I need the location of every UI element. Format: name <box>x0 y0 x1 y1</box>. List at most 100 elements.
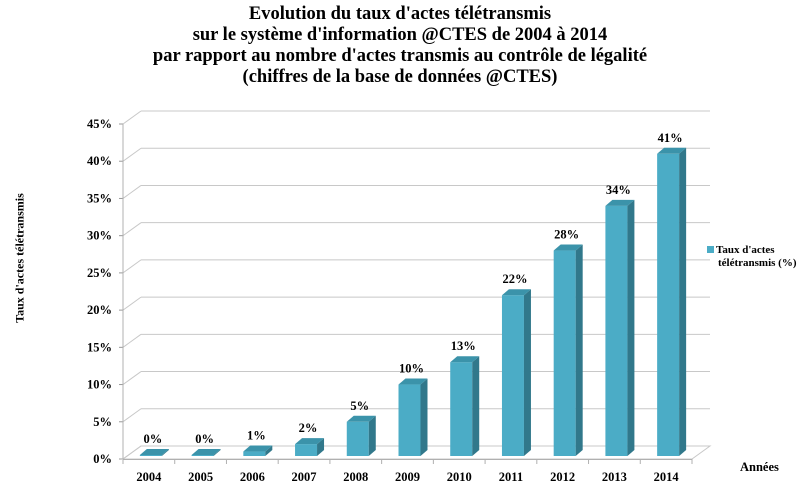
x-tick-label: 2010 <box>447 470 472 484</box>
x-tick-label: 2013 <box>602 470 627 484</box>
data-label: 28% <box>554 228 579 242</box>
bar-front <box>657 153 680 456</box>
bar-front <box>605 205 628 456</box>
chart-title-line-2: sur le système d'information @CTES de 20… <box>192 25 608 45</box>
x-tick-label: 2011 <box>499 470 523 484</box>
gridline-side <box>122 408 142 423</box>
data-labels: 0% 0% 1% 2% 5% 10% 13% 22% 28% 34% 41% <box>143 131 682 446</box>
legend-label-line-1: Taux d'actes <box>716 244 775 256</box>
legend-entry: Taux d'actes <box>707 244 797 257</box>
bar-side <box>161 449 169 456</box>
bar <box>191 449 221 456</box>
bar <box>139 449 169 456</box>
data-label: 22% <box>502 272 527 286</box>
bar-side <box>265 445 273 456</box>
bar-top <box>346 415 376 422</box>
y-tick-label: 45% <box>87 117 112 131</box>
data-label: 10% <box>399 362 424 376</box>
x-tick-label: 2008 <box>343 470 368 484</box>
gridline-side <box>122 185 142 199</box>
bar-front <box>553 250 576 456</box>
bar-top <box>501 289 531 296</box>
bar-top <box>139 449 169 455</box>
bar-top <box>657 147 687 154</box>
x-axis-label: Années <box>740 460 779 474</box>
bar-front <box>243 451 266 456</box>
x-tick-labels: 2004 2005 2006 2007 2008 2009 2010 2011 2012 2013… <box>136 470 679 484</box>
bar-top <box>553 244 583 251</box>
x-tick-label: 2006 <box>240 470 265 484</box>
y-tick-labels: 0% 5% 10% 15% 20% 25% 30% 35% 40% 45% <box>87 117 112 466</box>
y-tick-label: 35% <box>87 191 112 205</box>
bar <box>501 289 531 456</box>
bar-top <box>191 449 221 455</box>
bar-top <box>295 438 325 445</box>
data-label: 2% <box>299 421 318 435</box>
bar-side <box>420 378 428 456</box>
bar-front <box>295 444 318 456</box>
gridline-side <box>122 110 142 125</box>
x-tick-label: 2005 <box>188 470 213 484</box>
bar <box>295 438 325 456</box>
x-tick-label: 2012 <box>550 470 575 484</box>
bar <box>553 244 583 456</box>
data-label: 13% <box>451 339 476 353</box>
y-tick-label: 40% <box>87 154 112 168</box>
gridline-side <box>122 259 142 274</box>
bar <box>346 415 376 456</box>
data-label: 41% <box>658 131 683 145</box>
bar <box>605 199 635 456</box>
bar-side <box>679 147 687 456</box>
legend: Taux d'actes télétransmis (%) <box>707 244 797 270</box>
x-tick-label: 2004 <box>136 470 162 484</box>
bar-side <box>368 415 376 456</box>
bar-top <box>450 356 480 363</box>
chart-title: Evolution du taux d'actes télétransmis s… <box>100 4 700 88</box>
y-tick-label: 20% <box>87 303 112 317</box>
bar <box>450 356 480 456</box>
y-tick-label: 30% <box>87 229 112 243</box>
gridline-side <box>122 147 142 162</box>
data-label: 1% <box>247 429 266 443</box>
data-label: 34% <box>606 183 631 197</box>
x-tick-label: 2007 <box>292 470 317 484</box>
gridline-side <box>122 222 142 237</box>
bar-front <box>501 295 524 456</box>
y-tick-label: 5% <box>93 415 112 429</box>
gridline-side <box>122 371 142 385</box>
y-tick-label: 25% <box>87 266 112 280</box>
bars <box>139 147 687 456</box>
bar <box>657 147 687 456</box>
gridline-side <box>122 296 142 311</box>
x-tick-label: 2014 <box>654 470 680 484</box>
data-label: 5% <box>350 399 369 413</box>
bar-front <box>450 362 473 456</box>
bar-top <box>605 199 635 206</box>
y-tick-label: 15% <box>87 340 112 354</box>
legend-swatch <box>707 246 714 253</box>
y-tick-label: 10% <box>87 378 112 392</box>
gridline-side <box>122 333 142 348</box>
data-label: 0% <box>143 432 162 446</box>
bar-top <box>243 445 273 452</box>
bar-side <box>575 244 583 456</box>
bar-front <box>191 455 214 456</box>
bar <box>398 378 428 456</box>
chart-title-line-3: par rapport au nombre d'actes transmis a… <box>152 46 648 66</box>
chart-title-line-1: Evolution du taux d'actes télétransmis <box>248 4 552 24</box>
data-label: 0% <box>195 432 214 446</box>
bar-front <box>346 421 369 456</box>
bar-side <box>627 199 635 456</box>
bar-side <box>213 449 221 456</box>
chart-title-line-4: (chiffres de la base de données @CTES) <box>242 67 558 87</box>
legend-label-line-2: télétransmis (%) <box>718 257 797 269</box>
bar <box>243 445 273 456</box>
axes <box>119 123 712 464</box>
bar-side <box>472 356 480 456</box>
bar-top <box>398 378 428 385</box>
bar-front <box>398 384 421 456</box>
bar-side <box>317 438 325 456</box>
bar-side <box>523 289 531 456</box>
x-tick-label: 2009 <box>395 470 420 484</box>
